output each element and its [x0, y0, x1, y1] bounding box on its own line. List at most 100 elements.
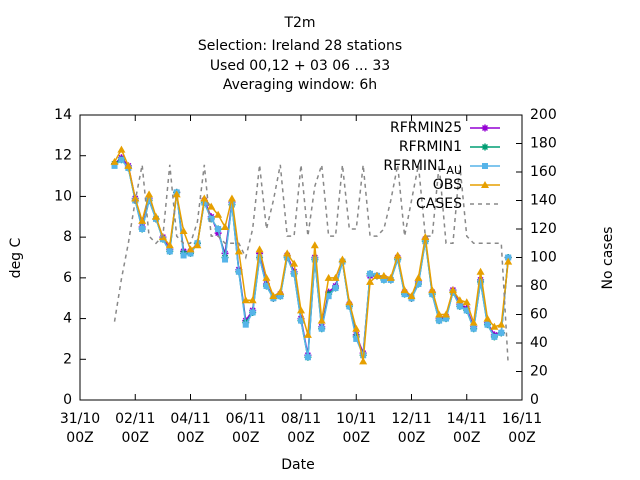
- legend-marker: [482, 163, 488, 169]
- data-point: [338, 255, 347, 263]
- series-line: [113, 147, 509, 362]
- data-point: [331, 273, 340, 281]
- data-point: [379, 271, 388, 279]
- data-point: [393, 251, 402, 259]
- y2-tick-label: 140: [530, 193, 557, 209]
- x-axis-label: Date: [281, 457, 314, 473]
- data-point: [366, 277, 375, 285]
- data-point: [435, 310, 444, 318]
- data-point: [442, 310, 451, 318]
- data-point: [146, 197, 153, 204]
- chart-title: T2m: [283, 15, 315, 31]
- y2-axis-label: No cases: [600, 227, 616, 290]
- data-point: [262, 273, 271, 281]
- data-point: [310, 241, 319, 249]
- data-point: [234, 247, 243, 255]
- data-point: [291, 270, 298, 277]
- data-point: [367, 270, 374, 277]
- series-line: [114, 158, 509, 358]
- y-tick-label: 14: [54, 107, 72, 123]
- y-tick-label: 0: [63, 392, 72, 408]
- data-point: [346, 303, 353, 310]
- y2-tick-label: 100: [530, 250, 557, 266]
- data-point: [263, 283, 270, 289]
- data-point: [484, 321, 491, 328]
- legend-marker: [481, 181, 489, 188]
- chart-subtitle: Averaging window: 6h: [223, 77, 377, 93]
- data-point: [242, 321, 249, 328]
- data-point: [290, 259, 299, 267]
- legend-label: OBS: [433, 177, 462, 193]
- legend-label: RFRMIN25: [390, 120, 462, 136]
- data-point: [359, 357, 368, 365]
- data-point: [138, 216, 147, 224]
- legend-label: RFRMIN1: [399, 139, 462, 155]
- series-line: [113, 164, 509, 365]
- data-point: [386, 273, 395, 281]
- y2-tick-label: 0: [530, 392, 539, 408]
- data-point: [497, 320, 506, 328]
- data-point: [407, 292, 416, 300]
- data-point: [352, 324, 361, 332]
- data-point: [151, 212, 160, 220]
- data-point: [241, 296, 250, 304]
- data-point: [207, 202, 216, 210]
- x-tick-label: 31/10 00Z: [60, 411, 100, 446]
- data-point: [476, 267, 485, 275]
- data-point: [283, 249, 292, 257]
- data-point: [456, 303, 463, 310]
- y-tick-label: 4: [63, 311, 72, 327]
- data-point: [255, 245, 264, 253]
- data-point: [166, 248, 173, 255]
- legend-marker: [481, 124, 489, 132]
- data-point: [400, 286, 409, 294]
- data-point: [317, 316, 326, 324]
- y2-tick-label: 160: [530, 164, 557, 180]
- x-tick-label: 04/11 00Z: [170, 411, 210, 446]
- data-point: [214, 210, 223, 218]
- data-point: [504, 257, 513, 265]
- data-point: [227, 194, 236, 202]
- data-point: [200, 194, 209, 202]
- data-point: [304, 354, 311, 361]
- y2-tick-label: 60: [530, 307, 548, 323]
- data-point: [221, 222, 230, 230]
- data-point: [172, 190, 181, 198]
- x-tick-label: 08/11 00Z: [281, 411, 321, 446]
- legend-marker: [481, 143, 489, 151]
- data-point: [249, 309, 256, 316]
- data-point: [380, 276, 387, 283]
- data-point: [455, 296, 464, 304]
- data-point: [415, 280, 422, 287]
- data-point: [372, 271, 381, 279]
- data-point: [318, 325, 325, 332]
- x-tick-label: 06/11 00Z: [226, 411, 266, 446]
- data-point: [394, 256, 401, 263]
- data-point: [311, 256, 318, 263]
- data-point: [214, 229, 222, 237]
- data-point: [324, 273, 333, 281]
- data-point: [235, 268, 242, 275]
- data-point: [276, 288, 285, 296]
- data-point: [111, 162, 118, 169]
- data-point: [124, 161, 133, 169]
- data-point: [469, 318, 478, 326]
- x-tick-label: 16/11 00Z: [502, 411, 542, 446]
- data-point: [145, 190, 154, 198]
- x-tick-label: 02/11 00Z: [115, 411, 155, 446]
- y-tick-label: 2: [63, 351, 72, 367]
- data-point: [256, 254, 263, 261]
- chart-subtitle: Selection: Ireland 28 stations: [198, 38, 402, 54]
- y2-tick-label: 40: [530, 335, 548, 351]
- data-point: [139, 226, 146, 232]
- data-point: [325, 293, 332, 300]
- data-point: [208, 215, 215, 222]
- data-point: [131, 194, 140, 202]
- y2-tick-label: 20: [530, 364, 548, 380]
- data-point: [110, 157, 119, 165]
- y-tick-label: 10: [54, 188, 72, 204]
- y-tick-label: 8: [63, 229, 72, 245]
- data-point: [303, 330, 312, 338]
- data-point: [248, 296, 257, 304]
